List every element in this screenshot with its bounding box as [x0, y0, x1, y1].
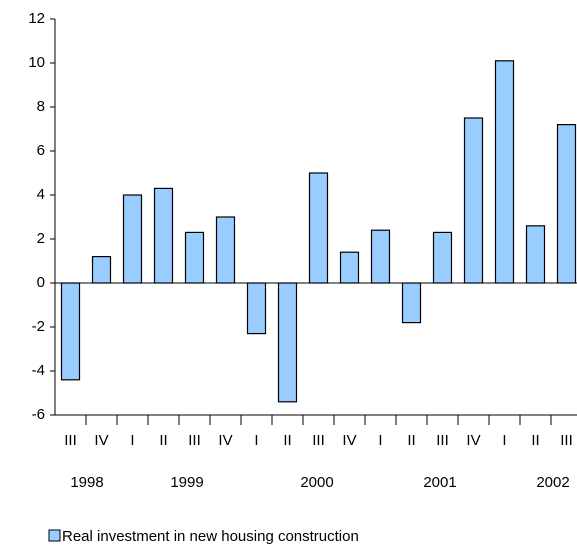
y-tick-label: -6: [32, 406, 45, 423]
x-tick-label: IV: [94, 432, 108, 449]
bar: [370, 229, 391, 284]
bar: [122, 194, 143, 284]
bar: [494, 60, 515, 284]
legend-swatch: [48, 529, 61, 542]
x-tick-label: II: [531, 432, 539, 449]
x-tick-label: II: [283, 432, 291, 449]
x-tick-label: III: [188, 432, 201, 449]
x-tick-label: III: [64, 432, 77, 449]
bar: [153, 187, 174, 284]
year-label: 2002: [536, 474, 569, 491]
x-tick-label: III: [312, 432, 325, 449]
x-tick-label: III: [436, 432, 449, 449]
bar: [246, 282, 267, 335]
year-label: 2000: [300, 474, 333, 491]
year-label: 1998: [70, 474, 103, 491]
bar: [60, 282, 81, 381]
x-tick-label: II: [159, 432, 167, 449]
bar: [556, 123, 577, 284]
bar: [91, 256, 112, 284]
bar: [215, 216, 236, 284]
y-tick-label: -4: [32, 362, 45, 379]
x-tick-label: I: [378, 432, 382, 449]
bar: [184, 231, 205, 284]
x-tick-label: I: [130, 432, 134, 449]
year-label: 2001: [423, 474, 456, 491]
bar: [432, 231, 453, 284]
year-label: 1999: [170, 474, 203, 491]
x-tick-label: I: [254, 432, 258, 449]
bar: [401, 282, 422, 324]
bar: [339, 251, 360, 284]
y-tick-label: 12: [28, 10, 45, 27]
y-tick-label: 10: [28, 54, 45, 71]
bar: [308, 172, 329, 284]
bar: [463, 117, 484, 284]
y-tick-label: -2: [32, 318, 45, 335]
x-tick-label: IV: [466, 432, 480, 449]
y-tick-label: 2: [37, 230, 45, 247]
x-tick-label: II: [407, 432, 415, 449]
x-tick-label: IV: [342, 432, 356, 449]
legend-label: Real investment in new housing construct…: [62, 528, 359, 545]
x-tick-label: I: [502, 432, 506, 449]
y-tick-label: 6: [37, 142, 45, 159]
bar: [525, 225, 546, 284]
x-tick-label: III: [560, 432, 573, 449]
x-tick-label: IV: [218, 432, 232, 449]
y-tick-label: 0: [37, 274, 45, 291]
y-tick-label: 4: [37, 186, 45, 203]
bar: [277, 282, 298, 403]
y-tick-label: 8: [37, 98, 45, 115]
